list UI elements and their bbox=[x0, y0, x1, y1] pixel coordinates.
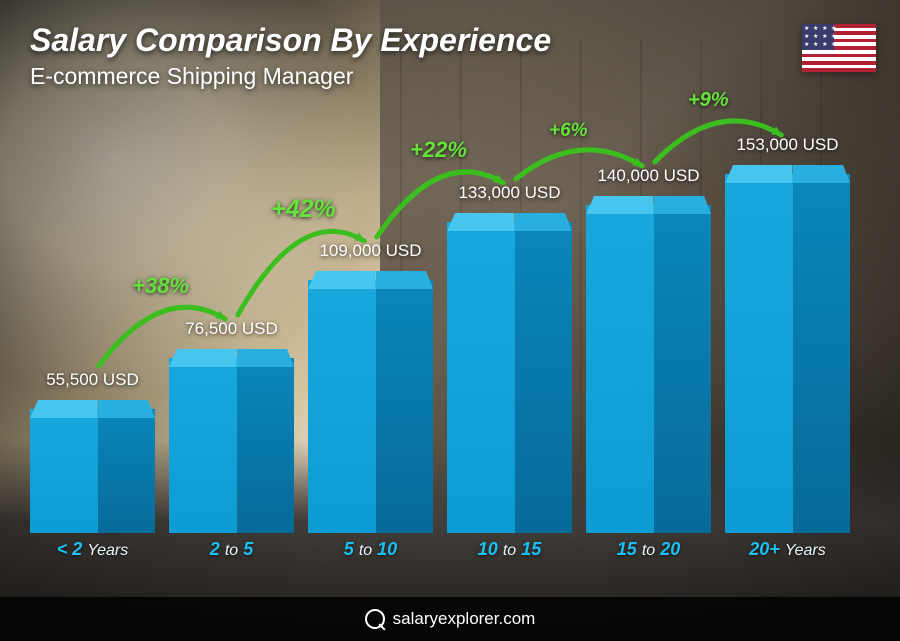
bar-slot: 133,000 USD bbox=[447, 183, 572, 533]
page-title: Salary Comparison By Experience bbox=[30, 22, 870, 59]
pct-change-label: +9% bbox=[688, 89, 729, 112]
x-axis-label: < 2 Years bbox=[30, 539, 155, 569]
x-axis-label: 15 to 20 bbox=[586, 539, 711, 569]
bar-value-label: 76,500 USD bbox=[185, 319, 278, 339]
x-axis-label: 5 to 10 bbox=[308, 539, 433, 569]
salary-bar bbox=[725, 165, 850, 533]
bar-value-label: 109,000 USD bbox=[319, 241, 421, 261]
bar-slot: 140,000 USD bbox=[586, 166, 711, 533]
bar-value-label: 55,500 USD bbox=[46, 370, 139, 390]
magnifier-icon bbox=[365, 609, 385, 629]
us-flag-icon bbox=[802, 24, 876, 72]
salary-bar bbox=[30, 400, 155, 533]
bar-slot: 76,500 USD bbox=[169, 319, 294, 533]
bar-value-label: 153,000 USD bbox=[736, 135, 838, 155]
salary-bar bbox=[308, 271, 433, 533]
pct-change-label: +22% bbox=[410, 137, 467, 163]
salary-bar bbox=[169, 349, 294, 533]
pct-change-label: +42% bbox=[271, 195, 336, 224]
bar-slot: 153,000 USD bbox=[725, 135, 850, 533]
footer-site: salaryexplorer.com bbox=[393, 609, 536, 629]
bar-value-label: 140,000 USD bbox=[597, 166, 699, 186]
header: Salary Comparison By Experience E-commer… bbox=[30, 22, 870, 90]
salary-bar bbox=[447, 213, 572, 533]
bar-value-label: 133,000 USD bbox=[458, 183, 560, 203]
pct-change-label: +38% bbox=[132, 273, 189, 299]
bar-slot: 55,500 USD bbox=[30, 370, 155, 533]
bar-slot: 109,000 USD bbox=[308, 241, 433, 533]
x-axis-label: 20+ Years bbox=[725, 539, 850, 569]
page-subtitle: E-commerce Shipping Manager bbox=[30, 63, 870, 90]
salary-bar bbox=[586, 196, 711, 533]
pct-change-label: +6% bbox=[549, 120, 588, 142]
x-axis-label: 10 to 15 bbox=[447, 539, 572, 569]
footer: salaryexplorer.com bbox=[0, 597, 900, 641]
salary-bar-chart: 55,500 USD 76,500 USD 109,000 USD 133,000 U… bbox=[30, 105, 850, 569]
x-axis-label: 2 to 5 bbox=[169, 539, 294, 569]
